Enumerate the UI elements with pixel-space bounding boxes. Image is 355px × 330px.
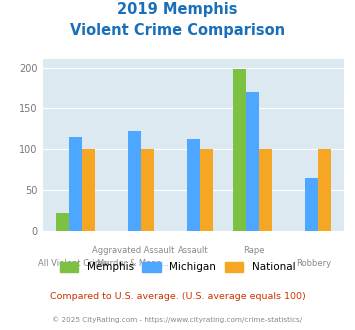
Text: Murder & Mans...: Murder & Mans... [97, 259, 169, 268]
Text: Compared to U.S. average. (U.S. average equals 100): Compared to U.S. average. (U.S. average … [50, 292, 305, 301]
Bar [56, 213, 69, 231]
Text: Assault: Assault [178, 246, 209, 255]
Bar [233, 69, 246, 231]
Text: All Violent Crime: All Violent Crime [38, 259, 108, 268]
Bar [259, 149, 272, 231]
Bar [82, 149, 95, 231]
Bar [305, 178, 318, 231]
Bar [318, 149, 331, 231]
Text: © 2025 CityRating.com - https://www.cityrating.com/crime-statistics/: © 2025 CityRating.com - https://www.city… [53, 317, 302, 323]
Bar [69, 137, 82, 231]
Bar [246, 92, 259, 231]
Text: Violent Crime Comparison: Violent Crime Comparison [70, 23, 285, 38]
Text: Aggravated Assault: Aggravated Assault [92, 246, 174, 255]
Bar [128, 131, 141, 231]
Text: Robbery: Robbery [297, 259, 332, 268]
Bar [200, 149, 213, 231]
Text: 2019 Memphis: 2019 Memphis [117, 2, 238, 16]
Bar [141, 149, 154, 231]
Text: Rape: Rape [243, 246, 264, 255]
Bar [187, 140, 200, 231]
Legend: Memphis, Michigan, National: Memphis, Michigan, National [56, 258, 299, 277]
